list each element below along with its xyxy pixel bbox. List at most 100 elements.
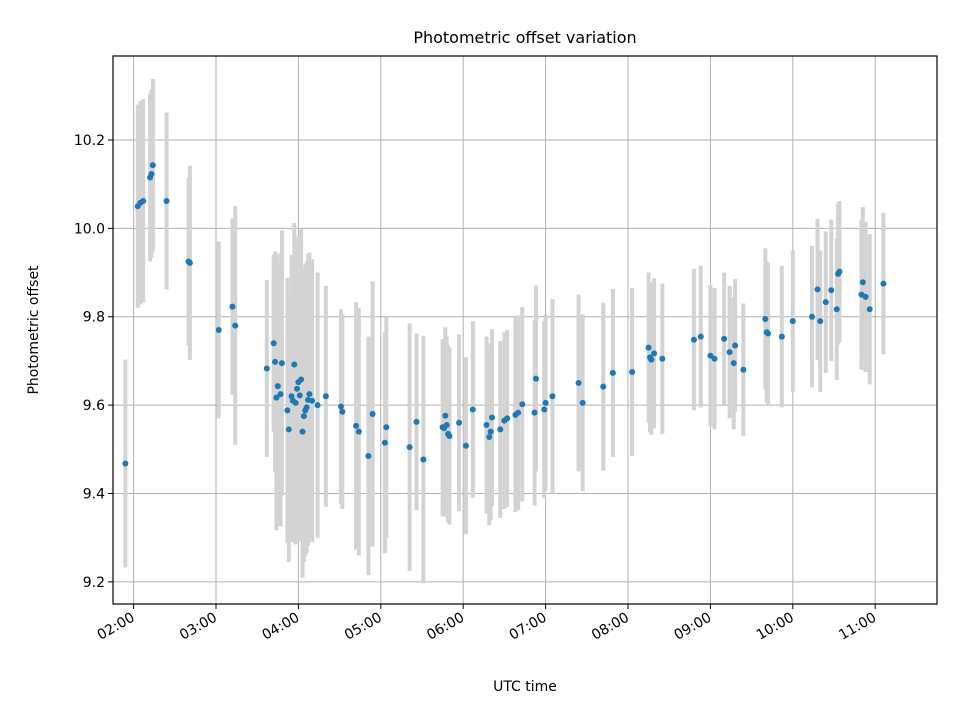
data-point <box>532 375 539 382</box>
plot-frame <box>112 55 938 605</box>
data-point <box>483 422 490 429</box>
data-point <box>515 409 522 416</box>
data-point <box>149 162 156 169</box>
data-point <box>314 402 321 409</box>
data-point <box>263 365 270 372</box>
data-point <box>381 439 388 446</box>
data-point <box>272 358 279 365</box>
data-point <box>215 327 222 333</box>
data-point <box>369 410 376 417</box>
data-point <box>645 344 652 351</box>
data-point <box>726 349 733 356</box>
data-point <box>339 408 346 415</box>
data-point <box>609 369 616 376</box>
data-point <box>365 452 372 459</box>
data-point <box>600 383 607 390</box>
y-tick-label: 9.6 <box>83 398 105 414</box>
data-point <box>651 350 658 357</box>
data-point <box>789 318 796 325</box>
y-tick-label: 9.8 <box>83 310 105 326</box>
data-point <box>148 170 155 177</box>
data-point <box>163 197 170 204</box>
data-point <box>383 424 390 431</box>
y-axis-label: Photometric offset <box>26 265 42 395</box>
data-point <box>186 259 193 266</box>
data-point <box>866 306 873 313</box>
data-point <box>355 428 362 435</box>
data-point <box>229 303 236 310</box>
data-point <box>353 422 360 429</box>
data-points <box>122 162 887 467</box>
data-point <box>446 433 453 440</box>
data-point <box>443 422 450 429</box>
data-point <box>140 197 147 204</box>
data-point <box>300 413 307 420</box>
y-tick-label: 10.2 <box>74 133 105 149</box>
data-point <box>420 456 427 463</box>
chart-title: Photometric offset variation <box>413 28 636 47</box>
data-point <box>740 366 747 373</box>
data-point <box>765 330 772 337</box>
data-point <box>299 428 306 435</box>
data-point <box>487 428 494 435</box>
y-tick-label: 9.4 <box>83 487 105 503</box>
data-point <box>462 442 469 449</box>
data-point <box>778 333 785 340</box>
data-point <box>575 380 582 387</box>
data-point <box>504 415 511 422</box>
data-point <box>859 279 866 286</box>
data-point <box>822 299 829 306</box>
data-point <box>541 406 548 413</box>
data-point <box>659 355 666 362</box>
data-point <box>406 444 413 451</box>
data-point <box>697 333 704 340</box>
data-point <box>270 340 277 347</box>
data-point <box>292 399 299 406</box>
data-point <box>880 280 887 287</box>
data-point <box>828 287 835 294</box>
data-point <box>296 392 303 399</box>
data-point <box>469 406 476 413</box>
data-point <box>629 368 636 375</box>
y-tick-label: 10.0 <box>74 221 105 237</box>
data-point <box>291 361 298 368</box>
data-point <box>274 383 281 390</box>
data-point <box>442 412 449 419</box>
data-point <box>762 315 769 322</box>
data-point <box>809 313 816 320</box>
data-point <box>273 394 280 401</box>
data-point <box>579 399 586 406</box>
x-axis-label: UTC time <box>493 679 557 695</box>
data-point <box>456 419 463 426</box>
data-point <box>284 407 291 414</box>
data-point <box>648 356 655 363</box>
data-point <box>278 360 285 367</box>
data-point <box>690 336 697 343</box>
data-point <box>542 399 549 406</box>
data-point <box>730 360 737 367</box>
data-point <box>306 391 313 398</box>
data-point <box>711 355 718 362</box>
data-point <box>294 385 301 392</box>
data-point <box>489 414 496 421</box>
data-point <box>497 426 504 433</box>
data-point <box>862 293 869 300</box>
data-point <box>298 376 305 383</box>
data-point <box>285 426 292 433</box>
data-point <box>232 322 239 329</box>
data-point <box>519 401 526 408</box>
data-point <box>309 397 316 404</box>
grid <box>113 56 937 604</box>
data-point <box>486 433 493 440</box>
data-point <box>707 352 714 359</box>
data-point <box>817 318 824 325</box>
data-point <box>337 403 344 410</box>
data-point <box>732 342 739 349</box>
data-point <box>303 404 310 411</box>
y-tick-label: 9.2 <box>83 575 105 591</box>
data-point <box>277 391 284 398</box>
data-point <box>814 286 821 293</box>
data-point <box>322 393 329 400</box>
data-point <box>549 393 556 400</box>
